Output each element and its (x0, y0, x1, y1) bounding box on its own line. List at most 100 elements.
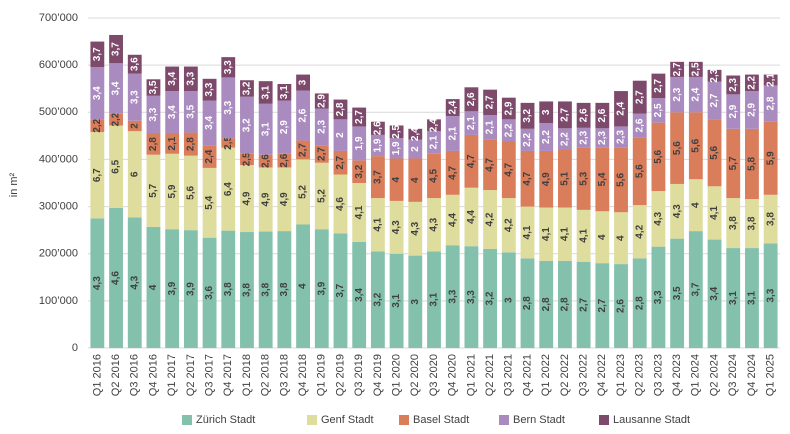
bar-segment (483, 139, 498, 191)
bar-segment (127, 131, 142, 218)
bar-segment (314, 108, 329, 146)
bar-segment (333, 233, 348, 348)
x-tick-label: Q2 2019 (334, 354, 346, 396)
bar-segment (183, 230, 198, 348)
bar-segment (501, 97, 516, 120)
segment-label: 4,2 (485, 212, 496, 226)
x-tick-label: Q1 2017 (166, 354, 178, 396)
bar-segment (352, 241, 367, 348)
segment-label: 3,8 (260, 282, 271, 296)
x-tick-label: Q3 2017 (203, 354, 215, 396)
bar-segment (296, 140, 311, 160)
bar-segment (464, 111, 479, 135)
bar-segment (445, 194, 460, 246)
bar-segment (240, 80, 254, 97)
segment-label: 3,7 (92, 47, 103, 61)
bar-segment (277, 100, 292, 154)
segment-label: 3,3 (466, 290, 477, 304)
bar-segment (688, 179, 703, 232)
bar-segment (127, 54, 142, 74)
x-tick-label: Q1 2023 (615, 354, 627, 396)
segment-label: 3,3 (204, 82, 215, 96)
segment-label: 6 (129, 171, 140, 177)
segment-label: 2 (129, 123, 140, 129)
segment-label: 5,6 (186, 186, 197, 200)
bar-segment (745, 199, 759, 249)
segment-label: 5,7 (148, 183, 159, 197)
bar-segment (146, 95, 161, 134)
bar-segment (632, 137, 647, 206)
bar-segment (333, 150, 348, 175)
bar-segment (557, 260, 572, 348)
segment-label: 2,7 (354, 110, 365, 124)
bar-segment (258, 103, 273, 155)
segment-label: 2,6 (634, 118, 645, 132)
segment-label: 3,5 (186, 104, 197, 118)
x-tick-label: Q2 2024 (708, 354, 720, 396)
segment-label: 4,1 (373, 217, 384, 231)
y-tick-label: 100’000 (39, 295, 78, 307)
bar-segment (670, 61, 685, 77)
segment-label: 3,2 (242, 118, 253, 132)
segment-label: 2,7 (672, 62, 683, 76)
segment-label: 3,5 (148, 80, 159, 94)
segment-label: 2,2 (111, 112, 122, 126)
segment-label: 4 (690, 202, 701, 208)
y-tick-label: 400’000 (39, 153, 78, 165)
bar-segment (408, 128, 423, 140)
bar-segment (370, 251, 385, 348)
segment-label: 4,4 (466, 210, 477, 224)
segment-label: 3,3 (765, 288, 776, 302)
segment-label: 6,4 (223, 182, 234, 196)
y-axis-label: in m² (8, 172, 20, 197)
segment-label: 3,4 (204, 116, 215, 130)
segment-label: 5,9 (765, 151, 776, 165)
segment-label: 3,1 (747, 291, 758, 305)
bar-segment (240, 165, 254, 233)
bar-segment (165, 153, 180, 230)
segment-label: 2,5 (690, 62, 701, 76)
segment-label: 5,2 (298, 185, 309, 199)
segment-label: 5,7 (728, 156, 739, 170)
segment-label: 2,2 (92, 118, 103, 132)
bar-segment (595, 128, 610, 148)
bar-segment (726, 75, 741, 95)
bar-segment (763, 85, 778, 122)
segment-label: 4 (298, 283, 309, 289)
bar-segment (670, 76, 685, 113)
bar-segment (296, 90, 311, 141)
bar-segment (595, 263, 610, 348)
segment-label: 3,1 (260, 85, 271, 99)
segment-label: 3,6 (204, 285, 215, 299)
y-tick-label: 500’000 (39, 106, 78, 118)
segment-label: 3,9 (186, 282, 197, 296)
legend-swatch (182, 415, 192, 425)
bar-segment (632, 258, 647, 348)
bar-segment (427, 119, 441, 132)
bar-segment (520, 206, 535, 259)
segment-label: 2,1 (447, 126, 458, 140)
y-tick-label: 300’000 (39, 200, 78, 212)
segment-label: 2,6 (373, 121, 384, 135)
segment-label: 3,3 (223, 100, 234, 114)
x-tick-label: Q4 2020 (447, 354, 459, 396)
bar-segment (707, 119, 722, 187)
segment-label: 2,7 (316, 147, 327, 161)
bar-segment (240, 96, 254, 154)
bar-segment (763, 74, 778, 86)
bar-segment (707, 186, 722, 240)
bar-segment (445, 245, 460, 348)
bar-segment (557, 207, 572, 261)
segment-label: 3,1 (728, 291, 739, 305)
segment-label: 3,3 (129, 90, 140, 104)
segment-label: 2,7 (485, 95, 496, 109)
bar-segment (277, 167, 292, 232)
bar-segment (408, 158, 423, 202)
segment-label: 5,4 (597, 172, 608, 186)
bar-segment (501, 252, 516, 348)
bar-segment (445, 99, 460, 117)
segment-label: 2,7 (634, 90, 645, 104)
bar-segment (651, 98, 666, 123)
bar-segment (745, 74, 759, 92)
